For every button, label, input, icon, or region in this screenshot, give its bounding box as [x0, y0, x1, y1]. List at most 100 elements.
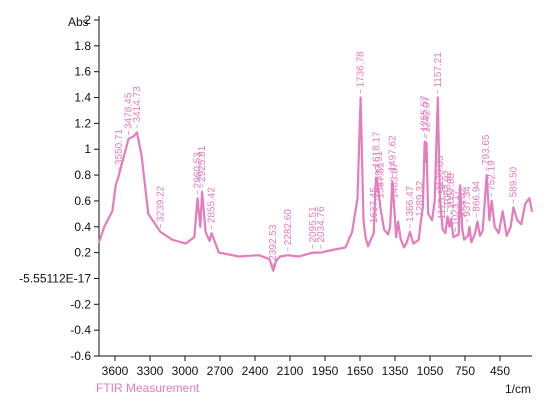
data-point [275, 259, 278, 262]
data-point [184, 242, 187, 245]
peak-label: 589.50 [508, 166, 519, 197]
data-point [427, 212, 429, 215]
data-point [448, 225, 451, 228]
data-point [493, 225, 496, 228]
data-point [122, 158, 124, 161]
data-point [524, 202, 527, 205]
data-point [379, 207, 382, 210]
data-point [399, 238, 402, 241]
peak-label: 3550.71 [114, 128, 125, 165]
data-point [473, 233, 476, 236]
x-tick-label: 1350 [382, 364, 409, 378]
data-point [501, 210, 504, 213]
y-tick-label: -0.2 [70, 297, 91, 311]
data-point [344, 246, 347, 249]
data-point [397, 220, 399, 223]
data-point [431, 219, 433, 222]
peak-label: 3478.45 [124, 92, 135, 129]
peak-annotation: 3414.73 [132, 86, 143, 129]
x-tick-label: 1650 [347, 364, 374, 378]
data-point [488, 219, 491, 222]
data-point [218, 251, 220, 254]
y-tick-label: 0.8 [74, 168, 91, 182]
peak-label: 1587.31 [375, 162, 386, 199]
data-point [377, 187, 379, 189]
data-point [103, 225, 106, 228]
x-tick-label: 1950 [312, 364, 339, 378]
data-point [457, 233, 460, 236]
data-point [118, 174, 120, 177]
data-point [199, 225, 202, 228]
series-layer [97, 96, 534, 272]
peak-label: 752.19 [487, 160, 498, 191]
peak-label: 2282.60 [283, 209, 294, 246]
y-tick-label: -0.6 [70, 349, 91, 363]
data-point [512, 206, 515, 209]
y-tick-label: 0.4 [74, 220, 91, 234]
data-point [359, 96, 362, 99]
peak-annotation: 2392.53 [268, 224, 279, 267]
peak-annotation: 2855.42 [207, 187, 218, 230]
data-point [393, 207, 396, 210]
data-point [268, 258, 271, 260]
axes: 2 1.8 1.6 1.4 1.2 1 0.8 0.6 0.4 0.2 -5.55112E-17 -0… [19, 13, 532, 378]
data-point [528, 197, 531, 200]
peak-annotation: 1157.21 [433, 52, 444, 94]
x-axis-label: 1/cm [505, 382, 531, 396]
data-point [421, 206, 424, 209]
peak-label: 1125.39 [437, 184, 448, 220]
peak-annotation: 2095.51 [308, 206, 319, 249]
peak-label: 1289.32 [415, 180, 426, 217]
data-point [279, 255, 282, 258]
data-point [516, 219, 519, 222]
data-point [505, 234, 508, 237]
data-point [356, 197, 359, 200]
data-point [436, 96, 439, 99]
y-tick-label: 0.6 [74, 194, 91, 208]
x-tick-label: 2700 [207, 364, 234, 378]
peak-label: 2392.53 [268, 224, 279, 261]
y-tick-label: 1.6 [74, 65, 91, 79]
data-point [147, 212, 150, 215]
x-tick-label: 3300 [137, 364, 164, 378]
data-point [375, 176, 378, 179]
peak-label: 793.65 [481, 134, 492, 165]
data-point [331, 249, 334, 251]
data-point [369, 238, 372, 241]
data-point [258, 254, 260, 257]
x-tick-label: 450 [490, 364, 510, 378]
data-point [378, 196, 380, 198]
y-tick-label: 1.2 [74, 116, 91, 130]
peak-label: 866.94 [471, 181, 482, 212]
data-point [367, 245, 369, 248]
peak-label: 1366.47 [405, 185, 416, 222]
y-tick-label: 1.8 [74, 39, 91, 53]
peak-label: 2855.42 [207, 187, 218, 224]
peak-annotation: 2034.76 [316, 206, 327, 249]
data-point [159, 231, 162, 233]
data-point [423, 140, 426, 143]
peak-annotation: 1083.92 [443, 170, 454, 213]
peak-label: 1023.17 [451, 189, 462, 226]
data-point [171, 238, 174, 241]
data-point [127, 138, 130, 140]
data-point [387, 233, 389, 236]
data-point [433, 200, 436, 202]
data-point [140, 154, 143, 157]
data-point [286, 254, 289, 257]
data-point [389, 225, 391, 228]
data-point [362, 219, 365, 222]
data-point [210, 232, 213, 235]
peak-label: 1736.78 [356, 51, 367, 88]
peak-label: 1597.91 [374, 150, 385, 187]
x-tick-label: 3000 [172, 364, 199, 378]
data-point [395, 236, 397, 239]
peak-label: 1057.88 [446, 172, 457, 209]
data-point [111, 210, 114, 213]
data-point [403, 246, 405, 249]
data-point [509, 225, 512, 228]
peak-annotation: 1497.62 [387, 135, 398, 178]
peak-annotation: 3239.22 [155, 185, 166, 228]
peak-annotation: 866.94 [471, 181, 482, 218]
